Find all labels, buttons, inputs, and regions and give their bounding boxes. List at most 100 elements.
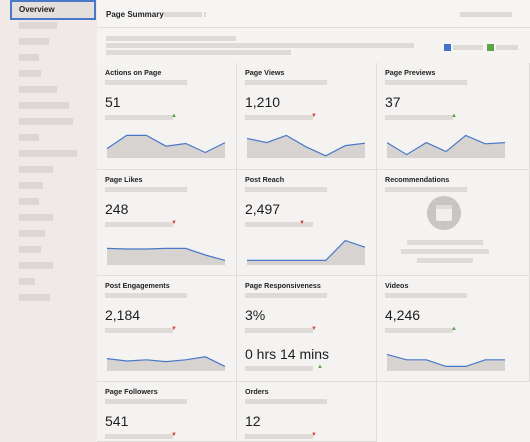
legend-label-secondary: [496, 45, 518, 50]
metric-card-value: 51: [105, 94, 121, 110]
sparkline-area: [107, 356, 225, 371]
metric-card-subtitle: [245, 399, 327, 404]
sparkline-chart: [106, 247, 226, 265]
trend-down-icon: ▼: [299, 220, 305, 226]
trend-down-icon: ▼: [171, 432, 177, 438]
metric-card[interactable]: Page Followers 541 ▼: [97, 382, 237, 442]
metric-card-subtitle: [105, 187, 187, 192]
metric-card[interactable]: Page Likes 248 ▼: [97, 170, 237, 276]
sparkline-chart: [106, 356, 226, 371]
sidebar-item[interactable]: [19, 102, 69, 109]
metric-card-value: 4,246: [385, 307, 421, 323]
metric-card-title: Post Engagements: [105, 281, 170, 290]
legend-swatch-secondary: [487, 44, 494, 51]
summary-description-line: [106, 43, 414, 48]
metric-card-title: Recommendations: [385, 175, 450, 184]
metric-card-comparison: [385, 328, 453, 333]
metric-card-subtitle: [105, 293, 187, 298]
sparkline-line: [106, 247, 226, 261]
sparkline-area: [247, 135, 365, 158]
metric-card-value: 541: [105, 413, 129, 429]
sidebar-item[interactable]: [19, 294, 50, 301]
metric-card[interactable]: Post Reach 2,497 ▼: [237, 170, 377, 276]
sparkline-line: [386, 353, 505, 367]
metric-card-comparison: [245, 328, 313, 333]
sidebar-item[interactable]: [19, 278, 35, 285]
metric-card-title: Page Responsiveness: [245, 281, 321, 290]
sidebar-item[interactable]: [19, 150, 77, 157]
metric-card-value: 248: [105, 201, 129, 217]
sparkline-chart: [246, 134, 366, 158]
sidebar-item[interactable]: [19, 54, 39, 61]
metric-card-title: Page Views: [245, 68, 285, 77]
sidebar-item[interactable]: [19, 86, 57, 93]
metric-card-value: 1,210: [245, 94, 281, 110]
sparkline-area: [247, 240, 365, 265]
metric-card[interactable]: Recommendations: [377, 170, 530, 276]
metric-card-comparison: [245, 115, 313, 120]
metric-card-subtitle: [385, 293, 467, 298]
summary-header-link[interactable]: [460, 12, 512, 17]
sidebar-item[interactable]: [19, 118, 73, 125]
sidebar-item[interactable]: [19, 246, 41, 253]
trend-up-icon: ▲: [451, 113, 457, 119]
metric-card-comparison: [105, 222, 173, 227]
sidebar-item[interactable]: [19, 22, 57, 29]
metric-card-secondary-value: 0 hrs 14 mins: [245, 346, 330, 362]
sparkline-line: [247, 239, 366, 261]
metric-card[interactable]: Post Engagements 2,184 ▼: [97, 276, 237, 382]
sidebar-item-label: Overview: [19, 5, 55, 14]
metric-card-comparison: [105, 115, 173, 120]
sidebar-item[interactable]: [19, 70, 41, 77]
metric-card-title: Page Followers: [105, 387, 158, 396]
metric-card[interactable]: Page Views 1,210 ▼: [237, 63, 377, 170]
metric-card-title: Orders: [245, 387, 269, 396]
sparkline-line: [386, 134, 506, 156]
metric-card-title: Page Likes: [105, 175, 143, 184]
trend-down-icon: ▼: [311, 326, 317, 332]
trend-up-icon: ▲: [317, 364, 323, 370]
metric-card-subtitle: [245, 187, 327, 192]
sidebar-item[interactable]: [19, 166, 53, 173]
metric-card-subtitle: [105, 399, 187, 404]
sparkline-line: [106, 134, 226, 154]
sidebar-item[interactable]: [19, 262, 53, 269]
summary-description-line: [106, 36, 236, 41]
sidebar-item[interactable]: [19, 182, 43, 189]
sparkline-chart: [247, 239, 366, 265]
sparkline-chart: [386, 134, 506, 158]
summary-header: Page Summary: [97, 0, 530, 28]
metric-card-comparison: [105, 434, 173, 439]
metric-card-value: 2,184: [105, 307, 141, 323]
sparkline-line: [106, 356, 226, 367]
metric-card[interactable]: Page Responsiveness 3% ▼ 0 hrs 14 mins ▲: [237, 276, 377, 382]
recommendation-line: [417, 258, 473, 263]
sidebar-item[interactable]: [19, 230, 45, 237]
sidebar: Overview: [0, 0, 97, 442]
sidebar-item[interactable]: [19, 38, 49, 45]
sidebar-item-overview[interactable]: Overview: [10, 0, 96, 20]
sparkline-line: [246, 134, 366, 157]
trend-down-icon: ▼: [311, 113, 317, 119]
metric-card-comparison: [245, 434, 313, 439]
page-title: Page Summary: [106, 10, 164, 19]
metric-card[interactable]: Orders 12 ▼: [237, 382, 377, 442]
metric-card[interactable]: Page Previews 37 ▲: [377, 63, 530, 170]
metric-card-subtitle: [245, 80, 327, 85]
metric-card-secondary-comparison: [245, 366, 313, 371]
trend-down-icon: ▼: [171, 326, 177, 332]
metric-card-title: Page Previews: [385, 68, 436, 77]
summary-description-line: [106, 50, 291, 55]
summary-date-range: [164, 12, 202, 17]
sidebar-item[interactable]: [19, 134, 39, 141]
sparkline-area: [387, 354, 505, 371]
metric-card-subtitle: [245, 293, 327, 298]
sidebar-item[interactable]: [19, 198, 39, 205]
metric-card[interactable]: Videos 4,246 ▲: [377, 276, 530, 382]
metric-card-subtitle: [385, 187, 467, 192]
metric-card-comparison: [105, 328, 173, 333]
trend-up-icon: ▲: [171, 113, 177, 119]
sidebar-item[interactable]: [19, 214, 53, 221]
metric-card[interactable]: Actions on Page 51 ▲: [97, 63, 237, 170]
